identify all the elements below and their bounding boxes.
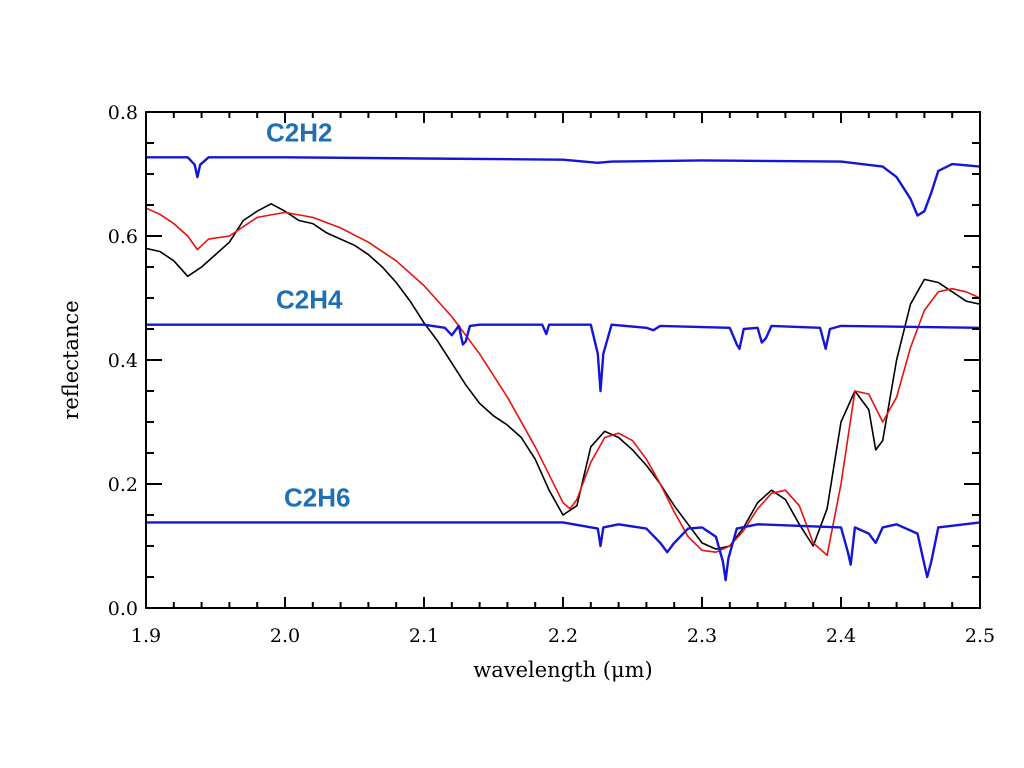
x-axis-label: wavelength (μm) — [473, 658, 652, 682]
spectra-group — [146, 156, 980, 582]
model-series-line — [146, 207, 980, 557]
c2h6-series-line — [146, 521, 980, 582]
c2h2-series-label: C2H2 — [266, 117, 332, 147]
axis-ticks — [145, 111, 981, 609]
c2h4-series-line — [146, 323, 980, 393]
x-tick-label: 2.2 — [548, 625, 578, 647]
y-tick-label: 0.6 — [108, 226, 138, 248]
x-tick-label: 2.0 — [270, 625, 300, 647]
c2h4-series-label: C2H4 — [276, 285, 343, 315]
y-tick-label: 0.0 — [108, 598, 138, 620]
x-tick-label: 2.1 — [409, 625, 439, 647]
c2h2-series-line — [146, 156, 980, 217]
x-tick-label: 2.4 — [826, 625, 856, 647]
x-tick-label: 1.9 — [131, 625, 161, 647]
y-axis-label: reflectance — [59, 300, 83, 419]
x-tick-label: 2.3 — [687, 625, 717, 647]
y-tick-label: 0.8 — [108, 102, 138, 124]
tick-labels: 1.9 2.0 2.1 2.2 2.3 2.4 2.5 0.0 0.2 0.4 0.6 0.8 — [108, 102, 995, 647]
y-tick-label: 0.2 — [108, 474, 138, 496]
y-tick-label: 0.4 — [108, 350, 138, 372]
x-tick-label: 2.5 — [965, 625, 995, 647]
observed-series-line — [146, 203, 980, 550]
species-labels: C2H2 C2H4 C2H6 — [266, 117, 350, 512]
c2h6-series-label: C2H6 — [284, 482, 350, 512]
